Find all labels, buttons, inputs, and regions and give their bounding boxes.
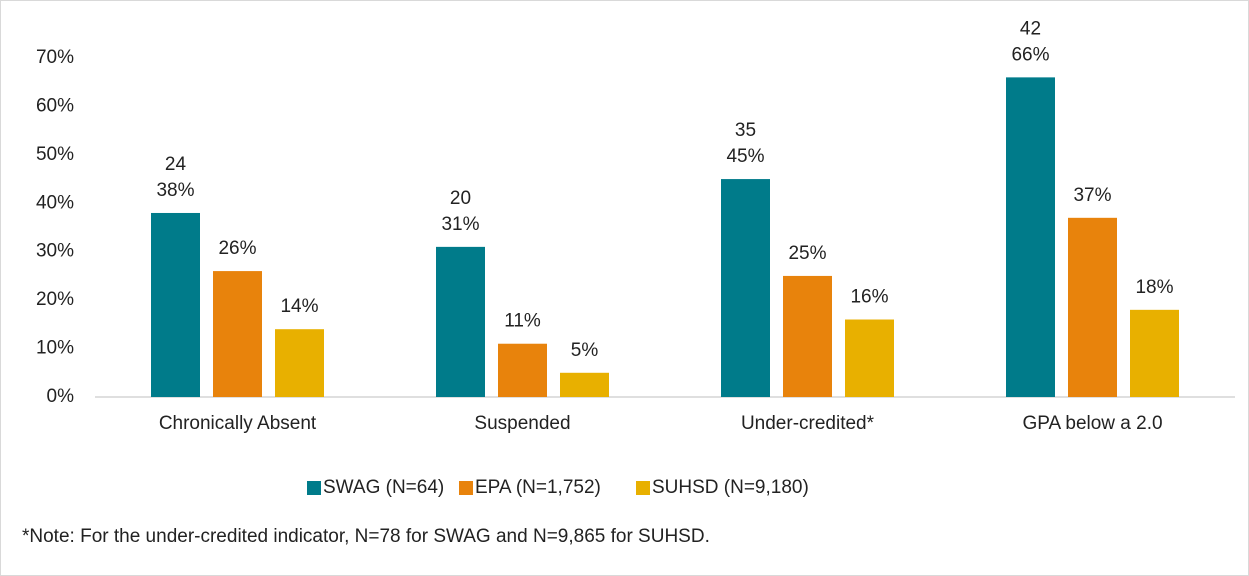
data-label: 11% (504, 311, 541, 332)
bar (845, 319, 894, 397)
data-label: 38% (156, 180, 194, 201)
y-tick-label: 70% (36, 47, 74, 68)
bar (213, 271, 262, 397)
count-label: 35 (735, 120, 756, 141)
x-tick-label: Suspended (474, 413, 570, 434)
bar (1130, 309, 1179, 397)
legend-label: SWAG (N=64) (323, 477, 444, 498)
bar (498, 343, 547, 397)
y-tick-label: 0% (47, 386, 75, 407)
bar (275, 329, 324, 397)
data-label: 26% (218, 238, 256, 259)
bar (783, 275, 832, 397)
y-tick-label: 20% (36, 289, 74, 310)
legend-swatch (459, 481, 473, 495)
count-label: 20 (450, 188, 471, 209)
y-tick-label: 40% (36, 192, 74, 213)
data-label: 5% (571, 340, 599, 361)
y-tick-label: 10% (36, 338, 74, 359)
count-label: 24 (165, 154, 187, 175)
bar (1006, 77, 1055, 397)
legend-label: EPA (N=1,752) (475, 477, 601, 498)
legend-swatch (307, 481, 321, 495)
count-label: 42 (1020, 18, 1041, 39)
bar (436, 246, 485, 397)
data-label: 14% (280, 296, 318, 317)
data-label: 16% (850, 287, 888, 308)
data-label: 18% (1135, 277, 1173, 298)
legend-label: SUHSD (N=9,180) (652, 477, 809, 498)
data-label: 31% (441, 214, 479, 235)
y-tick-label: 50% (36, 144, 74, 165)
data-label: 45% (726, 146, 764, 167)
note: *Note: For the under-credited indicator,… (22, 526, 710, 547)
x-tick-label: Chronically Absent (159, 413, 317, 434)
bar (151, 212, 200, 397)
legend-swatch (636, 481, 650, 495)
y-tick-label: 60% (36, 95, 74, 116)
x-tick-label: GPA below a 2.0 (1022, 413, 1162, 434)
bar (560, 372, 609, 397)
y-tick-label: 30% (36, 241, 74, 262)
data-label: 25% (788, 243, 826, 264)
data-label: 37% (1073, 185, 1111, 206)
bar (721, 179, 770, 397)
bar (1068, 217, 1117, 397)
data-label: 66% (1011, 44, 1049, 65)
x-tick-label: Under-credited* (741, 413, 875, 434)
